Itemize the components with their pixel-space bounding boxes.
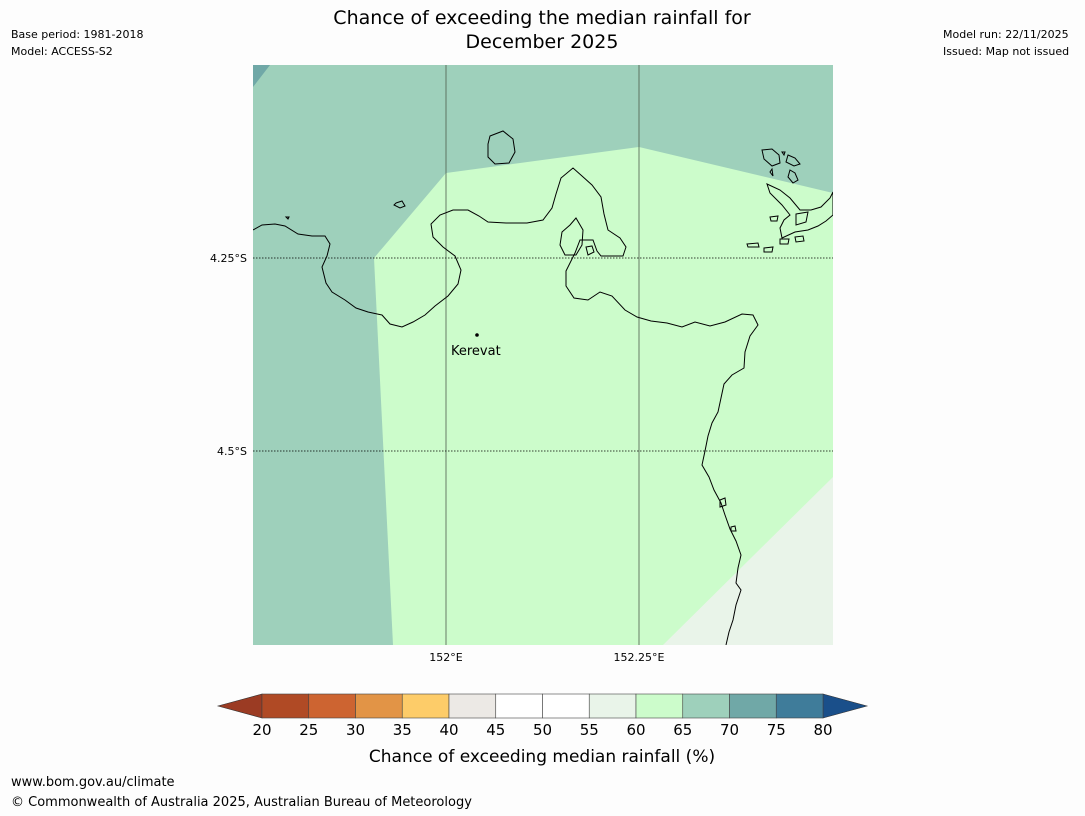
colorbar-tick-label: 70 bbox=[720, 721, 739, 739]
colorbar-segment bbox=[682, 693, 730, 719]
colorbar-tick-label: 60 bbox=[626, 721, 645, 739]
footer-url[interactable]: www.bom.gov.au/climate bbox=[11, 775, 175, 790]
meta-right: Model run: 22/11/2025 Issued: Map not is… bbox=[943, 26, 1069, 60]
map-plot-area bbox=[253, 65, 833, 645]
colorbar-tick-label: 75 bbox=[767, 721, 786, 739]
lon-label-152-25: 152.25°E bbox=[614, 651, 665, 664]
colorbar-segment bbox=[308, 693, 356, 719]
region-70-75 bbox=[253, 65, 270, 87]
title-line-1: Chance of exceeding the median rainfall … bbox=[333, 7, 751, 29]
colorbar-segment bbox=[495, 693, 543, 719]
base-period: Base period: 1981-2018 bbox=[11, 28, 144, 41]
model-name: Model: ACCESS-S2 bbox=[11, 45, 113, 58]
title-line-2: December 2025 bbox=[465, 31, 619, 53]
colorbar-segment bbox=[355, 693, 403, 719]
colorbar-segment bbox=[635, 693, 684, 719]
colorbar-label: Chance of exceeding median rainfall (%) bbox=[369, 747, 715, 767]
colorbar-tick-label: 45 bbox=[486, 721, 505, 739]
footer-copyright: © Commonwealth of Australia 2025, Austra… bbox=[11, 795, 472, 810]
colorbar-segment bbox=[261, 693, 310, 719]
colorbar-under-arrow bbox=[216, 693, 263, 719]
colorbar-tick-label: 20 bbox=[252, 721, 271, 739]
region-55-60 bbox=[663, 477, 833, 645]
colorbar-segment bbox=[775, 693, 824, 719]
kerevat-marker bbox=[475, 333, 479, 337]
colorbar-tick-label: 80 bbox=[813, 721, 832, 739]
colorbar-segment bbox=[588, 693, 637, 719]
colorbar-segment bbox=[401, 693, 450, 719]
colorbar-tick-label: 40 bbox=[439, 721, 458, 739]
lat-label-4-25: 4.25°S bbox=[210, 252, 247, 265]
map-title: Chance of exceeding the median rainfall … bbox=[242, 6, 842, 54]
lat-label-4-5: 4.5°S bbox=[217, 445, 247, 458]
colorbar-tick-label: 35 bbox=[393, 721, 412, 739]
colorbar-tick-label: 30 bbox=[346, 721, 365, 739]
place-label-kerevat: Kerevat bbox=[451, 344, 501, 359]
model-run: Model run: 22/11/2025 bbox=[943, 28, 1069, 41]
colorbar-tick-label: 55 bbox=[580, 721, 599, 739]
colorbar: 20 25 30 35 40 45 50 55 60 65 70 75 80 Chance of exc… bbox=[216, 693, 869, 767]
colorbar-segment bbox=[542, 693, 590, 719]
colorbar-tick-label: 25 bbox=[299, 721, 318, 739]
colorbar-over-arrow bbox=[822, 693, 869, 719]
lon-label-152: 152°E bbox=[429, 651, 462, 664]
colorbar-tick-label: 50 bbox=[533, 721, 552, 739]
colorbar-segment bbox=[448, 693, 497, 719]
colorbar-segment bbox=[729, 693, 777, 719]
issued-status: Issued: Map not issued bbox=[943, 45, 1070, 58]
coastline bbox=[253, 130, 833, 645]
meta-left: Base period: 1981-2018 Model: ACCESS-S2 bbox=[11, 26, 143, 60]
colorbar-tick-label: 65 bbox=[673, 721, 692, 739]
region-60-65 bbox=[374, 147, 833, 645]
